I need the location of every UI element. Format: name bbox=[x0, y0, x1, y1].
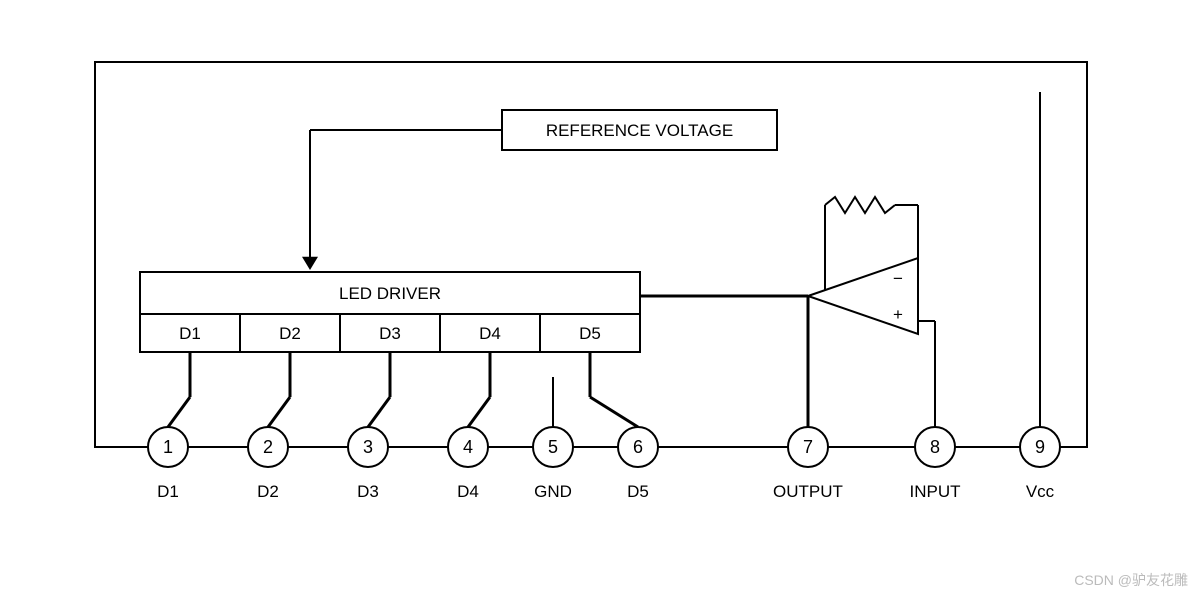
pin-number: 1 bbox=[163, 437, 173, 457]
cell-label: D1 bbox=[179, 324, 201, 343]
pin-number: 9 bbox=[1035, 437, 1045, 457]
pin-label: D1 bbox=[157, 482, 179, 501]
opamp-plus: + bbox=[893, 305, 903, 324]
cell-label: D4 bbox=[479, 324, 501, 343]
circuit-diagram: REFERENCE VOLTAGE LED DRIVER D1 D2 D3 D4 D5 − +1… bbox=[0, 0, 1200, 600]
pin-number: 5 bbox=[548, 437, 558, 457]
ref-arrow-head bbox=[302, 257, 318, 270]
cell-to-pin-wire-b bbox=[168, 397, 190, 427]
cell-label: D5 bbox=[579, 324, 601, 343]
pin-number: 8 bbox=[930, 437, 940, 457]
pin-label: OUTPUT bbox=[773, 482, 843, 501]
pin-label: D4 bbox=[457, 482, 479, 501]
pin-label: Vcc bbox=[1026, 482, 1055, 501]
pin-label: D3 bbox=[357, 482, 379, 501]
pin-number: 7 bbox=[803, 437, 813, 457]
watermark-text: CSDN @驴友花雕 bbox=[1074, 570, 1188, 590]
led-driver-label: LED DRIVER bbox=[339, 284, 441, 303]
feedback-resistor bbox=[825, 197, 895, 213]
cell-label: D3 bbox=[379, 324, 401, 343]
pin-label: INPUT bbox=[910, 482, 961, 501]
pin-label: D5 bbox=[627, 482, 649, 501]
reference-voltage-label: REFERENCE VOLTAGE bbox=[546, 121, 733, 140]
cell-to-pin-wire-b bbox=[268, 397, 290, 427]
pin-label: D2 bbox=[257, 482, 279, 501]
opamp-minus: − bbox=[893, 269, 903, 288]
cell-to-pin-wire-b bbox=[468, 397, 490, 427]
pin-number: 2 bbox=[263, 437, 273, 457]
cell-to-pin-wire-b bbox=[590, 397, 638, 427]
pin-number: 4 bbox=[463, 437, 473, 457]
pin-number: 6 bbox=[633, 437, 643, 457]
cell-to-pin-wire-b bbox=[368, 397, 390, 427]
pin-number: 3 bbox=[363, 437, 373, 457]
cell-label: D2 bbox=[279, 324, 301, 343]
pin-label: GND bbox=[534, 482, 572, 501]
